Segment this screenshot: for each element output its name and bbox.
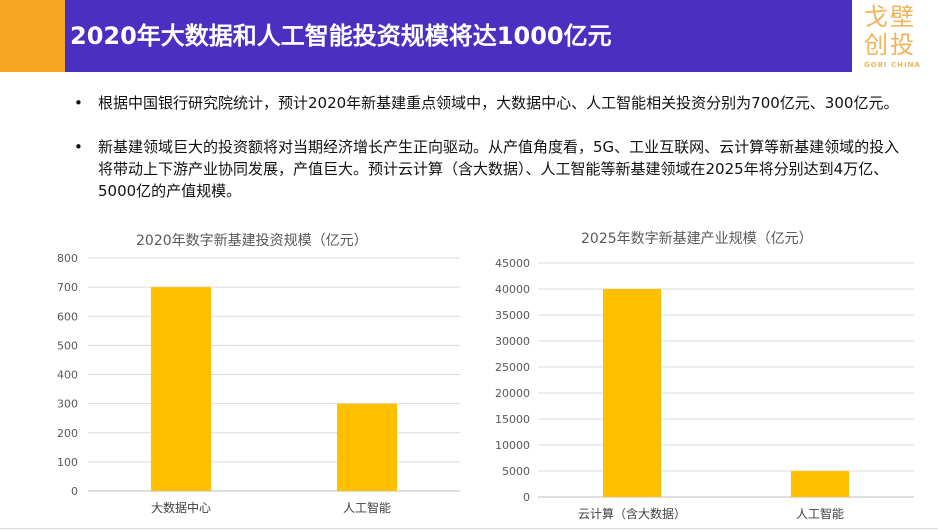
y-tick-label: 600 bbox=[57, 310, 78, 323]
footer-divider bbox=[0, 528, 938, 529]
y-tick-label: 100 bbox=[57, 456, 78, 469]
bullet-text: 根据中国银行研究院统计，预计2020年新基建重点领域中，大数据中心、人工智能相关… bbox=[98, 94, 899, 112]
bar bbox=[151, 287, 211, 491]
y-tick-label: 15000 bbox=[495, 413, 530, 426]
chart-2-industry-2025: 0 5000 10000 15000 20000 25000 30000 35000 40000… bbox=[495, 257, 914, 521]
bullet-list: • 根据中国银行研究院统计，预计2020年新基建重点领域中，大数据中心、人工智能… bbox=[72, 92, 912, 202]
y-tick-label: 400 bbox=[57, 369, 78, 382]
x-category-label: 人工智能 bbox=[343, 500, 391, 515]
y-tick-label: 700 bbox=[57, 281, 78, 294]
y-tick-label: 40000 bbox=[495, 283, 530, 296]
bullet-item: • 新基建领域巨大的投资额将对当期经济增长产生正向驱动。从产值角度看，5G、工业… bbox=[72, 136, 912, 202]
y-tick-label: 30000 bbox=[495, 335, 530, 348]
logo-text-top: 戈壁 bbox=[864, 3, 916, 31]
x-category-label: 云计算（含大数据） bbox=[578, 506, 686, 521]
bullet-item: • 根据中国银行研究院统计，预计2020年新基建重点领域中，大数据中心、人工智能… bbox=[72, 92, 912, 114]
chart-1-investment-2020: 0 100 200 300 400 500 600 700 800 大数据中心 人工智能 bbox=[57, 252, 460, 515]
chart-2-title: 2025年数字新基建产业规模（亿元） bbox=[581, 231, 813, 247]
logo-subtext: GOBI CHINA bbox=[864, 61, 921, 69]
bullet-dot-icon: • bbox=[74, 138, 83, 156]
y-tick-label: 500 bbox=[57, 339, 78, 352]
y-tick-label: 0 bbox=[523, 491, 530, 504]
gobi-logo: 戈壁 创投 GOBI CHINA bbox=[852, 0, 938, 72]
title-bar bbox=[65, 0, 852, 72]
y-tick-label: 25000 bbox=[495, 361, 530, 374]
y-tick-label: 5000 bbox=[502, 465, 530, 478]
y-tick-label: 300 bbox=[57, 398, 78, 411]
bullet-text: 新基建领域巨大的投资额将对当期经济增长产生正向驱动。从产值角度看，5G、工业互联… bbox=[98, 138, 900, 200]
chart-1-title: 2020年数字新基建投资规模（亿元） bbox=[136, 233, 368, 249]
y-tick-label: 35000 bbox=[495, 309, 530, 322]
y-tick-label: 45000 bbox=[495, 257, 530, 270]
bar bbox=[337, 403, 397, 491]
page-title: 2020年大数据和人工智能投资规模将达1000亿元 bbox=[70, 22, 612, 50]
y-tick-label: 800 bbox=[57, 252, 78, 265]
x-category-label: 人工智能 bbox=[796, 506, 844, 521]
logo-text-bottom: 创投 bbox=[864, 31, 916, 59]
y-tick-label: 0 bbox=[71, 485, 78, 498]
y-tick-label: 200 bbox=[57, 427, 78, 440]
y-tick-label: 20000 bbox=[495, 387, 530, 400]
bar bbox=[791, 471, 849, 497]
bullet-dot-icon: • bbox=[74, 94, 83, 112]
y-tick-label: 10000 bbox=[495, 439, 530, 452]
bar bbox=[603, 289, 661, 497]
accent-block bbox=[0, 0, 65, 72]
x-category-label: 大数据中心 bbox=[151, 500, 211, 515]
